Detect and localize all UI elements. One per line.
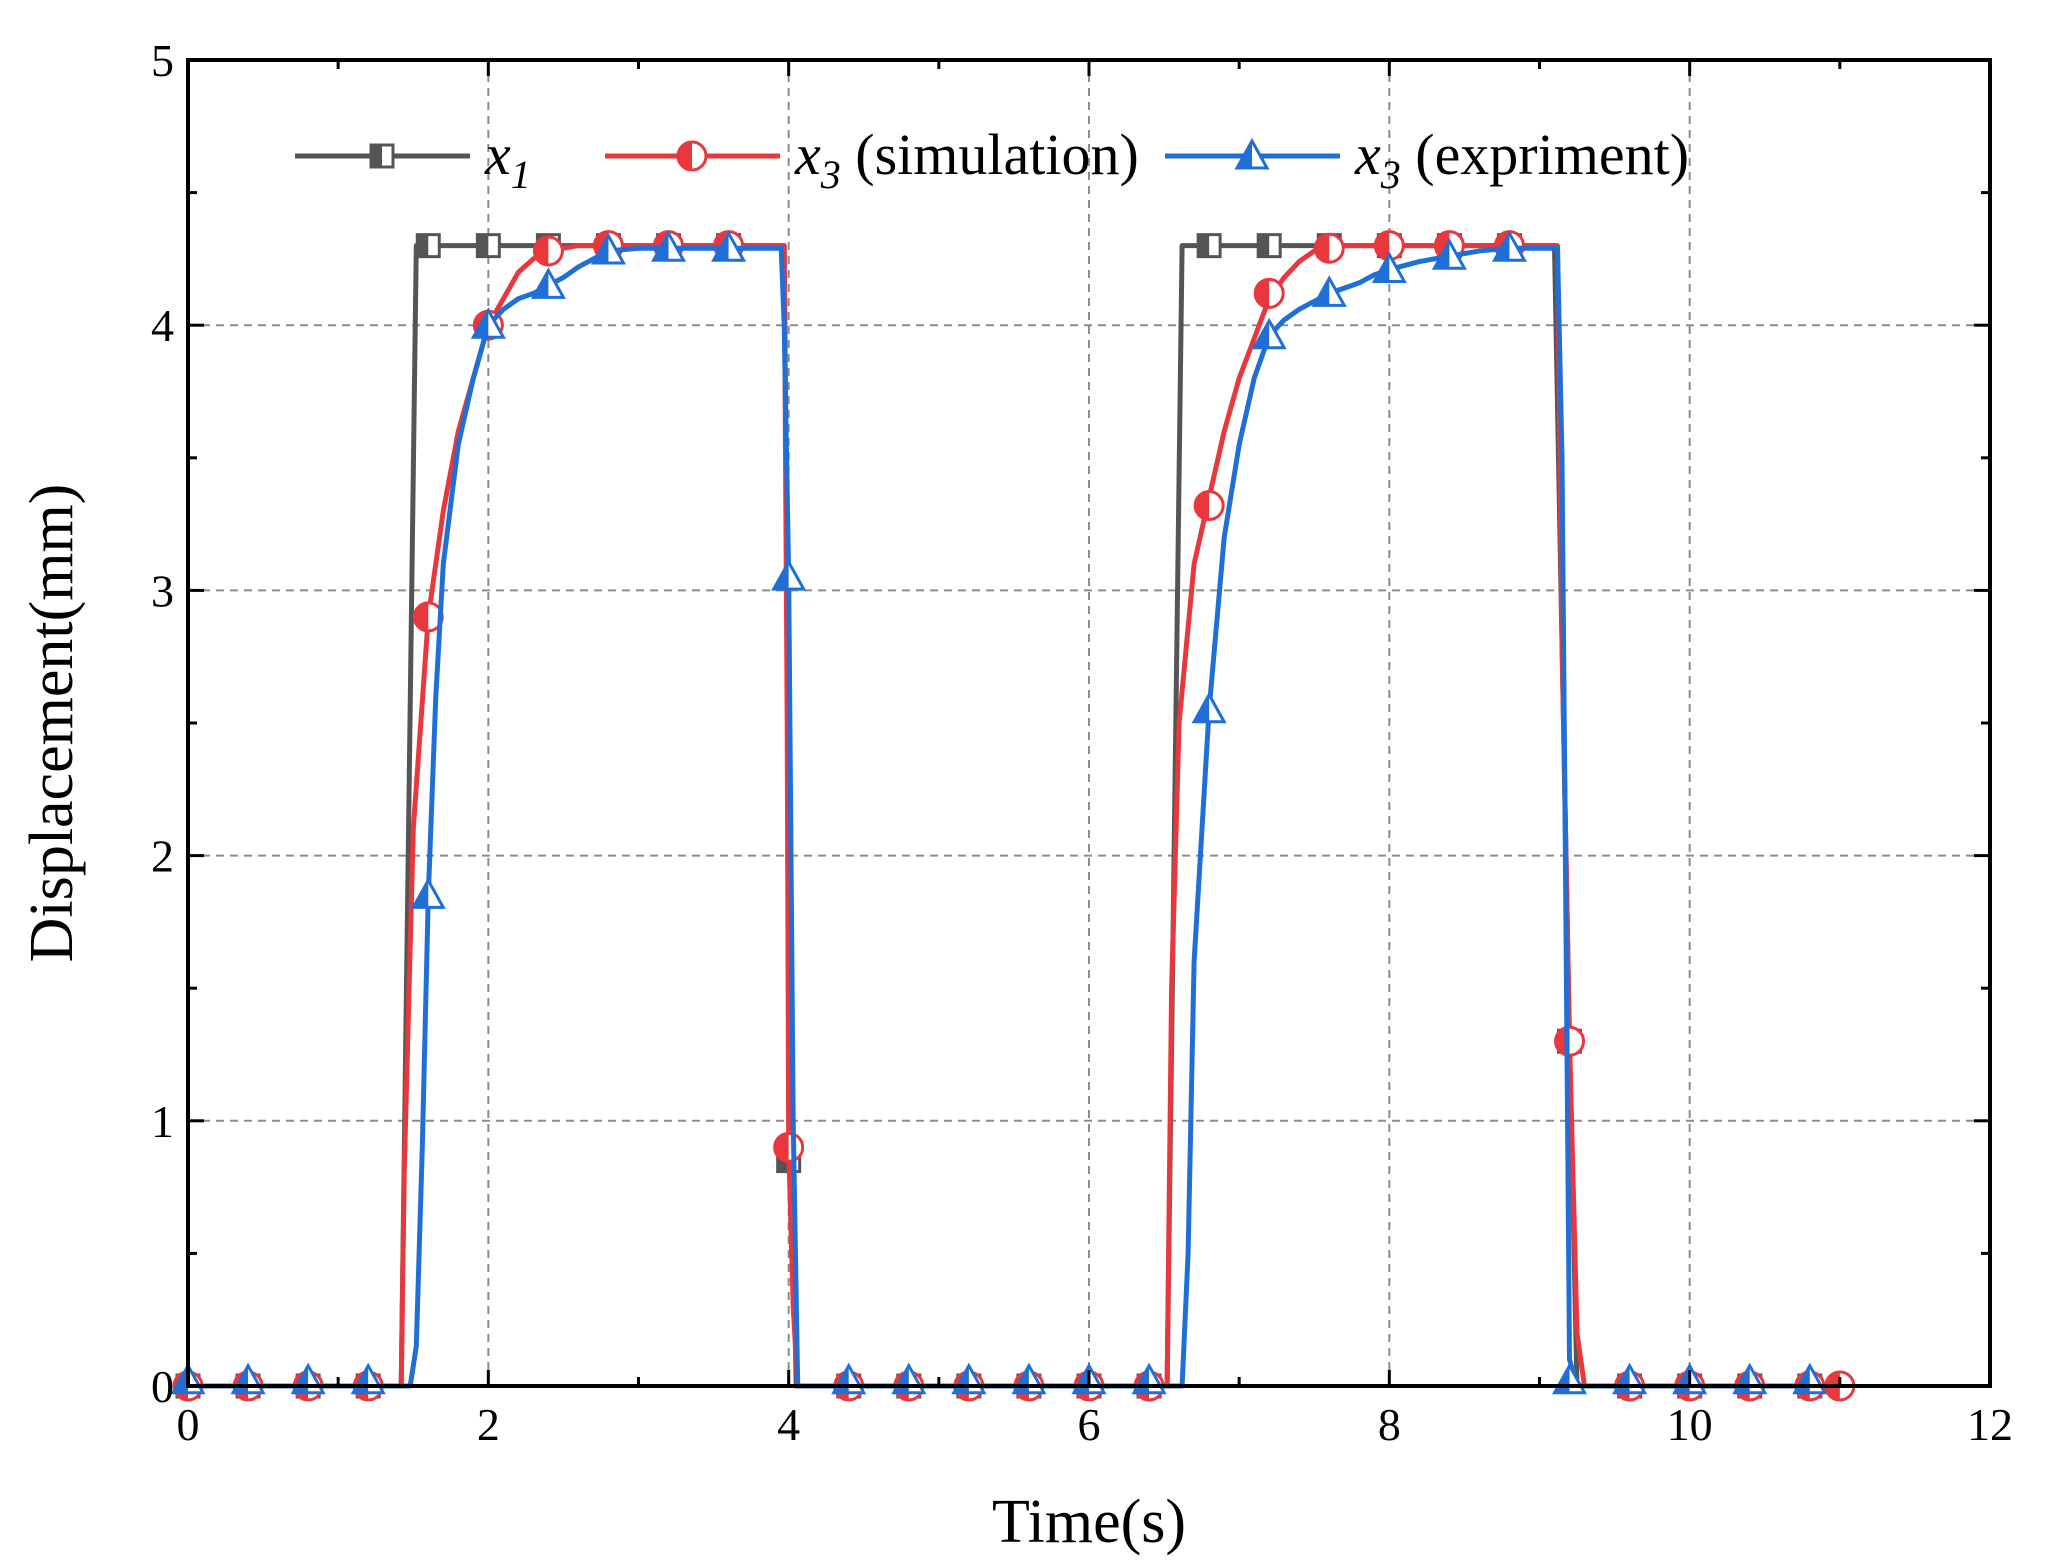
legend-marker (369, 143, 395, 169)
legend-label: x3 (simulation) (794, 122, 1139, 197)
series-1 (175, 233, 1855, 1399)
series-layer (170, 230, 1856, 1402)
grid (188, 60, 1990, 1386)
x-tick-label: 4 (777, 1399, 800, 1450)
legend-marker (676, 140, 708, 172)
data-point-marker (410, 877, 446, 909)
y-tick-label: 0 (151, 1361, 174, 1412)
data-point-marker (412, 601, 444, 633)
y-tick-label: 2 (151, 831, 174, 882)
y-tick-label: 1 (151, 1096, 174, 1147)
legend-marker (1234, 137, 1270, 170)
x-tick-label: 0 (177, 1399, 200, 1450)
data-point-marker (1311, 275, 1347, 307)
legend: x1 x3 (simulation) x3 (expriment) (295, 122, 1689, 197)
data-point-marker (1313, 232, 1345, 264)
data-point-marker (771, 559, 807, 591)
data-point-marker (711, 230, 747, 262)
x-tick-label: 6 (1078, 1399, 1101, 1450)
x-tick-label: 12 (1967, 1399, 2013, 1450)
data-point-marker (1256, 233, 1282, 259)
data-point-marker (1371, 251, 1407, 284)
data-point-marker (1196, 233, 1222, 259)
data-point-marker (1253, 277, 1285, 309)
legend-label: x1 (484, 122, 531, 197)
data-point-marker (532, 235, 564, 267)
data-point-marker (773, 1131, 805, 1163)
x-tick-label: 2 (477, 1399, 500, 1450)
data-point-marker (1251, 317, 1287, 350)
y-tick-label: 3 (151, 565, 174, 616)
legend-item-1: x1 (295, 122, 531, 197)
data-point-marker (650, 230, 687, 262)
x-axis-title: Time(s) (992, 1488, 1186, 1556)
data-point-marker (415, 233, 441, 259)
x-tick-label: 10 (1667, 1399, 1713, 1450)
series-3 (170, 230, 1828, 1395)
series-line (188, 245, 1810, 1389)
data-point-marker (1491, 230, 1528, 262)
data-point-marker (1431, 238, 1467, 270)
series-line (188, 243, 1855, 1389)
data-point-marker (1554, 1025, 1586, 1057)
data-point-marker (470, 307, 506, 339)
data-point-marker (590, 232, 627, 265)
x-tick-label: 8 (1378, 1399, 1401, 1450)
legend-item-3: x3 (expriment) (1165, 122, 1689, 197)
series-2 (172, 230, 1856, 1402)
y-tick-label: 5 (151, 35, 174, 86)
y-axis-title: Displacement(mm) (18, 484, 86, 963)
data-point-marker (530, 267, 566, 299)
data-point-marker (1373, 230, 1405, 262)
series-line (188, 243, 1855, 1389)
data-point-marker (475, 233, 501, 259)
data-point-marker (1191, 691, 1227, 724)
legend-item-2: x3 (simulation) (605, 122, 1139, 197)
legend-label: x3 (expriment) (1354, 122, 1689, 197)
y-tick-label: 4 (151, 300, 174, 351)
data-point-marker (1193, 490, 1225, 522)
